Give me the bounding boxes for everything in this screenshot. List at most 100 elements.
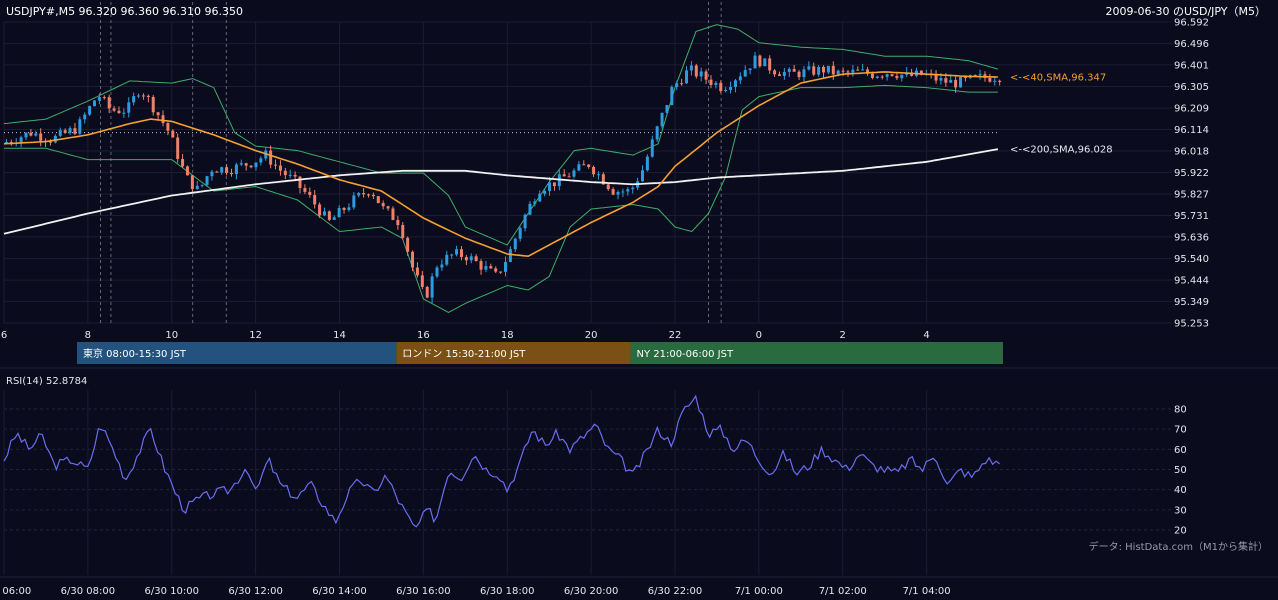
rsi-time-label: 6/30 16:00	[396, 586, 450, 597]
time-tick-label: 0	[756, 330, 762, 341]
candle-body	[459, 249, 463, 258]
candle-body	[787, 68, 791, 72]
time-tick-label: 2	[840, 330, 846, 341]
candle-body	[870, 73, 874, 78]
candle-body	[978, 74, 982, 76]
candle-body	[58, 130, 62, 136]
candle-body	[601, 174, 605, 185]
candle-body	[528, 203, 532, 215]
price-tick-label: 95.349	[1174, 297, 1209, 308]
time-tick-label: 18	[501, 330, 514, 341]
candle-body	[973, 75, 977, 77]
rsi-tick-label: 70	[1174, 425, 1187, 436]
candle-body	[68, 128, 72, 133]
price-axis: 96.592 96.496 96.401 96.305 96.209 96.114 96.0…	[1, 18, 1209, 342]
price-tick-label: 95.636	[1174, 232, 1209, 243]
candle-body	[254, 162, 258, 168]
candle-body	[288, 174, 292, 176]
candle-body	[592, 166, 596, 175]
candle-body	[611, 189, 615, 195]
candle-body	[303, 187, 307, 192]
candle-body	[714, 82, 718, 85]
candle-body	[259, 158, 263, 163]
candle-body	[743, 70, 747, 77]
candle-body	[78, 119, 82, 134]
candle-body	[352, 195, 356, 208]
candle-body	[719, 82, 723, 92]
rsi-line	[3, 394, 1000, 528]
candle-body	[880, 76, 884, 78]
candle-body	[327, 211, 331, 220]
candle-body	[748, 68, 752, 71]
candle-body	[210, 171, 214, 177]
candle-body	[332, 217, 336, 220]
candle-body	[621, 191, 625, 193]
candle-body	[866, 69, 870, 74]
candle-body	[733, 80, 737, 88]
candle-body	[200, 184, 204, 186]
sma40-annotation: <-<40,SMA,96.347	[1010, 73, 1106, 84]
candle-body	[362, 193, 366, 195]
candle-body	[425, 286, 429, 298]
rsi-time-label: 6/30 06:00	[0, 586, 31, 597]
candle-body	[156, 112, 160, 116]
candle-body	[313, 194, 317, 205]
candle-body	[141, 95, 145, 97]
candle-body	[234, 164, 238, 175]
candle-body	[469, 256, 473, 261]
candle-body	[83, 114, 87, 120]
candle-body	[665, 105, 669, 113]
candle-body	[934, 73, 938, 81]
candle-body	[107, 97, 111, 109]
candle-body	[102, 97, 106, 99]
price-tick-label: 95.827	[1174, 189, 1209, 200]
rsi-title: RSI(14) 52.8784	[6, 376, 87, 387]
rsi-panel: 80 70 60 50 40 30 20 6/30 06:00 6/30 08:00 6/30 1…	[0, 390, 1278, 597]
sma200-annotation: <-<200,SMA,96.028	[1010, 144, 1113, 155]
price-tick-label: 96.401	[1174, 60, 1209, 71]
candle-body	[753, 55, 757, 69]
candle-body	[949, 79, 953, 83]
rsi-time-label: 6/30 20:00	[564, 586, 618, 597]
candle-body	[391, 208, 395, 221]
candle-body	[401, 225, 405, 238]
candle-body	[758, 55, 762, 67]
candle-body	[161, 115, 165, 123]
candle-body	[396, 220, 400, 226]
candle-body	[768, 58, 772, 71]
candle-body	[29, 132, 33, 136]
candle-body	[685, 70, 689, 84]
candle-body	[993, 80, 997, 82]
candle-body	[959, 76, 963, 88]
rsi-time-label: 6/30 08:00	[61, 586, 115, 597]
candle-body	[445, 254, 449, 265]
candle-body	[34, 133, 38, 136]
candle-body	[19, 137, 23, 143]
time-tick-label: 10	[165, 330, 178, 341]
data-source-note: データ: HistData.com（M1から集計）	[1089, 540, 1268, 553]
chart-title: 2009-06-30 のUSD/JPY（M5）	[1106, 5, 1266, 18]
candle-body	[132, 96, 136, 103]
candle-body	[812, 66, 816, 75]
price-tick-label: 96.496	[1174, 39, 1209, 50]
candle-body	[440, 264, 444, 268]
session-label: ロンドン 15:30-21:00 JST	[402, 349, 526, 360]
candle-body	[963, 76, 967, 78]
candle-body	[660, 112, 664, 127]
candle-body	[342, 207, 346, 211]
price-tick-label: 96.114	[1174, 125, 1209, 136]
candle-body	[73, 128, 77, 134]
moving-averages: <-<40,SMA,96.347 <-<200,SMA,96.028	[3, 71, 1113, 258]
candle-body	[680, 83, 684, 85]
candle-body	[616, 192, 620, 195]
candle-body	[552, 182, 556, 187]
candle-body	[127, 102, 131, 113]
price-tick-label: 95.731	[1174, 211, 1209, 222]
candle-body	[895, 75, 899, 79]
candle-body	[322, 211, 326, 216]
time-tick-label: 22	[669, 330, 682, 341]
rsi-tick-label: 30	[1174, 505, 1187, 516]
candle-body	[826, 65, 830, 73]
